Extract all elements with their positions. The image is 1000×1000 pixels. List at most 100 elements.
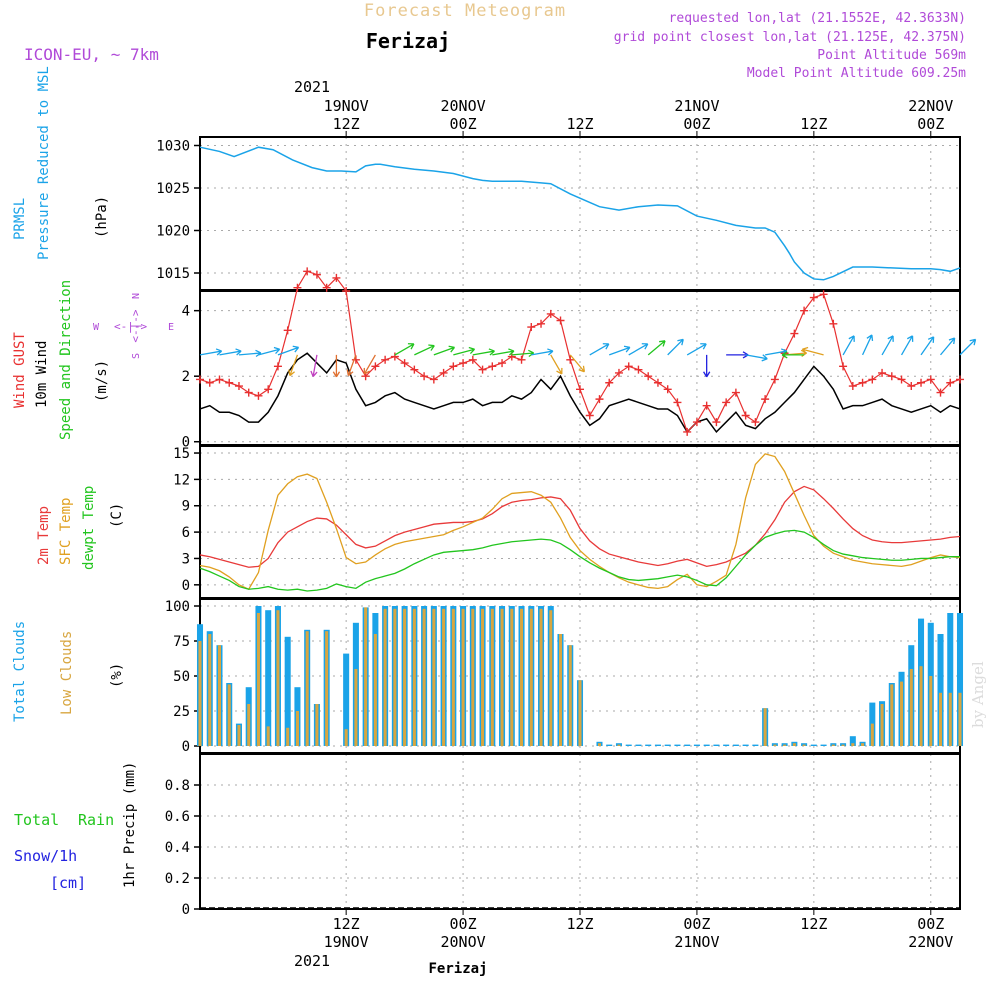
low-cloud-bar [870,723,874,746]
wind-gust-point [614,368,623,377]
wind-direction-arrow [199,348,223,356]
y-tick-label: 1030 [156,139,190,155]
wind-gust-point [917,378,926,387]
wind-gust-point [731,388,740,397]
wind-gust-point [478,365,487,374]
top-year-label: 2021 [294,78,330,96]
cloud-label: Total Clouds Low Clouds (%) [12,621,125,722]
wind-gust-point [196,375,204,384]
wind-gust-point [303,267,312,276]
x-tick-label-top: 00Z [917,115,944,133]
wind-gust-point [576,385,584,394]
wind-gust-point [926,375,935,384]
low-cloud-bar [958,692,962,746]
low-cloud-bar [909,669,913,746]
low-cloud-bar [451,608,455,746]
wind-direction-arrow [842,335,855,356]
wind-gust-point [488,362,497,371]
y-tick-label: 0.6 [165,809,190,825]
cloud-unit: (%) [109,663,125,688]
low-cloud-bar [549,610,553,746]
total-cloud-bar [343,653,350,746]
total-cloud-bar [713,744,720,746]
wind-gust-point [634,365,643,374]
total-cloud-bar [284,636,291,746]
wind-gust-point [907,382,916,391]
total-cloud-bar [654,744,661,746]
low-cloud-bar [403,608,407,746]
wind-direction-arrow [219,348,242,356]
low-cloud-bar [432,608,436,746]
wind-gust-point [946,378,955,387]
x-tick-label-top: 00Z [683,115,710,133]
wind-gust-point [673,398,682,407]
svg-text:<-|->: <-|-> [129,309,142,342]
wind-direction-arrow [647,340,666,356]
pressure-label: PRMSL Pressure Reduced to MSL (hPa) [12,66,110,260]
x-tick-label-bottom: 00Z [917,915,944,933]
total-cloud-bar [635,744,642,746]
wind-gust-point [624,362,633,371]
low-cloud-bar [490,608,494,746]
low-cloud-bar [831,744,835,746]
wind-gust-point [712,418,721,427]
wind-unit: (m/s) [94,360,110,402]
wind-gust-point [322,283,331,292]
y-tick-label: 4 [182,304,190,320]
wind-gust-point [878,368,887,377]
compass-icon: W <-|-> E N <-|-> S [93,293,174,359]
requested-coords: requested lon,lat (21.1552E, 42.3633N) [669,11,966,26]
low-cloud-bar [539,608,543,746]
wind-gust-point [546,309,555,318]
temp-unit: (C) [109,503,125,528]
wind-gust-point [205,378,214,387]
compass-north: N [131,293,142,299]
x-tick-label-top: 12Z [333,115,360,133]
low-cloud-bar [305,631,309,746]
wind-gust-point [234,382,243,391]
total-cloud-bar [645,744,652,746]
wind-gust-point [293,283,302,292]
wind-direction-arrow [346,354,357,377]
total-cloud-bar [937,634,944,746]
low-cloud-bar [929,676,933,746]
wind-direction-arrow [703,354,711,378]
low-cloud-bar [520,608,524,746]
compass-west: W [93,322,100,333]
wind-gust-point [692,418,701,427]
y-tick-label: 9 [182,499,190,515]
wind-gust-point [644,372,653,381]
wind-gust-point [381,355,390,364]
pressure-label-long: Pressure Reduced to MSL [36,66,52,260]
wind-direction-arrow [569,354,586,373]
plot-area: 101510201025103002403691215025507510000.… [156,97,977,951]
wind-gust-point [507,352,516,361]
low-cloud-bar [344,729,348,746]
bottom-year-label: 2021 [294,952,330,970]
wind-gust-point [936,388,945,397]
low-cloud-bar [617,744,621,746]
model-altitude: Model Point Altitude 609.25m [747,66,966,81]
wind-gust-point [722,398,731,407]
low-cloud-bar [315,704,319,746]
low-cloud-bar [578,680,582,746]
x-tick-label-bottom: 19NOV [324,933,369,951]
low-cloud-bar [529,608,533,746]
wind-gust-point [683,427,692,436]
y-tick-label: 50 [173,669,190,685]
wind-direction-arrow [686,343,707,356]
wind-gust-point [761,395,770,404]
low-cloud-bar [237,725,241,746]
footer-station: Ferizaj [428,961,487,977]
wind-direction-arrow [332,354,341,378]
x-tick-label-bottom: 00Z [450,915,477,933]
y-tick-label: 100 [165,599,190,615]
low-cloud-bar [295,711,299,746]
credit-watermark: by Angel [969,661,987,728]
low-cloud-bar [286,727,290,746]
wind-gust-point [595,395,604,404]
low-cloud-bar [802,744,806,746]
wind-direction-arrow [781,351,805,359]
wind-direction-arrow [920,336,935,356]
